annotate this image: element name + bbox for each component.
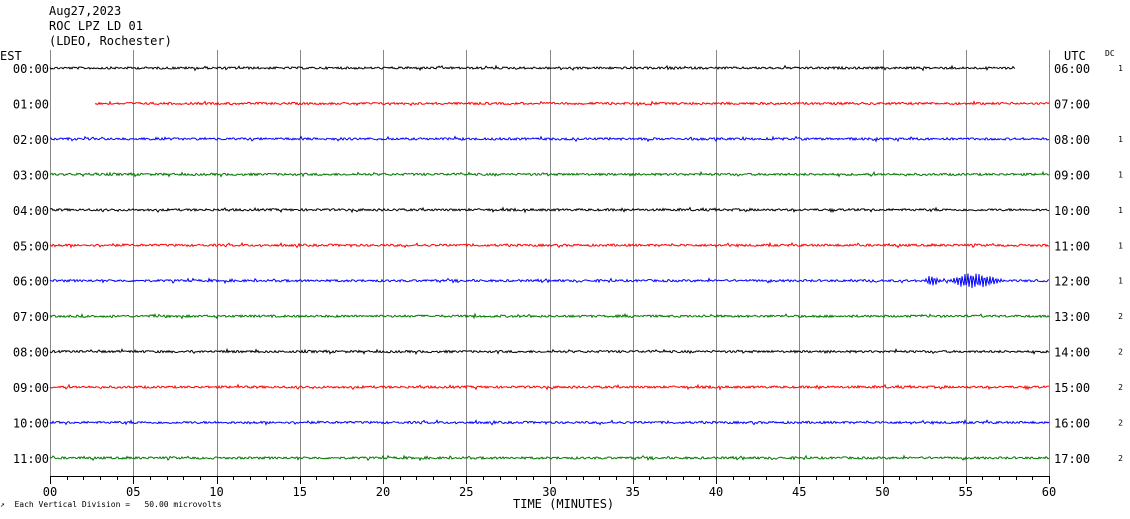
row-label-est: 11:00 [13,452,49,466]
row-label-est: 07:00 [13,310,49,324]
x-tick-label: 00 [43,485,57,499]
row-label-utc: 17:00 [1054,452,1090,466]
trace-row [49,135,1050,143]
row-label-est: 10:00 [13,417,49,431]
row-label-dc: 2 [1118,454,1123,463]
dc-column-label: DC [1105,49,1115,58]
trace-row [49,418,1050,426]
row-label-utc: 09:00 [1054,168,1090,182]
row-label-est: 09:00 [13,381,49,395]
row-label-dc: 1 [1118,170,1123,179]
row-label-est: 01:00 [13,97,49,111]
timezone-left-label: EST [0,49,22,63]
row-label-utc: 14:00 [1054,346,1090,360]
row-label-utc: 13:00 [1054,310,1090,324]
row-label-dc: 2 [1118,312,1123,321]
row-label-dc: 2 [1118,419,1123,428]
x-tick-label: 30 [542,485,556,499]
x-tick-label: 35 [626,485,640,499]
x-tick-label: 25 [459,485,473,499]
row-label-est: 04:00 [13,204,49,218]
trace-row [49,206,1050,214]
trace-row [49,273,1050,289]
header-network: (LDEO, Rochester) [49,34,172,48]
chart-traces [49,64,1050,462]
row-label-utc: 11:00 [1054,239,1090,253]
x-axis-label: TIME (MINUTES) [513,497,615,511]
row-label-est: 03:00 [13,168,49,182]
x-tick-label: 05 [126,485,140,499]
row-label-utc: 10:00 [1054,204,1090,218]
row-label-utc: 07:00 [1054,97,1090,111]
row-label-utc: 12:00 [1054,275,1090,289]
row-label-dc: 1 [1118,64,1123,73]
x-tick-label: 20 [376,485,390,499]
row-label-est: 02:00 [13,133,49,147]
x-tick-label: 45 [792,485,806,499]
chart-grid [50,50,1050,476]
x-tick-label: 15 [293,485,307,499]
row-label-dc: 2 [1118,348,1123,357]
scale-footer: ↗ Each Vertical Division = 50.00 microvo… [0,500,222,509]
row-label-dc: 1 [1118,206,1123,215]
row-label-utc: 08:00 [1054,133,1090,147]
x-tick-label: 50 [875,485,889,499]
trace-row [49,454,1050,462]
trace-row [94,100,1050,107]
x-tick-label: 10 [209,485,223,499]
x-tick-label: 40 [709,485,723,499]
trace-row [49,64,1016,72]
row-label-dc: 1 [1118,241,1123,250]
row-label-utc: 15:00 [1054,381,1090,395]
trace-row [49,241,1050,249]
x-tick-label: 55 [959,485,973,499]
row-label-dc: 1 [1118,277,1123,286]
trace-row [49,312,1050,320]
row-label-est: 05:00 [13,239,49,253]
chart-row-labels: 00:00 06:00 1 01:00 07:00 02:00 08:00 1 03:00 09:… [13,62,1123,466]
x-axis: 00 05 10 15 20 25 30 35 40 45 50 55 60 [43,476,1056,499]
trace-row [49,170,1050,178]
row-label-est: 08:00 [13,346,49,360]
row-label-utc: 06:00 [1054,62,1090,76]
trace-row [49,347,1050,355]
row-label-dc: 2 [1118,383,1123,392]
trace-row [49,383,1050,391]
x-tick-label: 60 [1042,485,1056,499]
row-label-dc: 1 [1118,135,1123,144]
row-label-est: 00:00 [13,62,49,76]
header-station: ROC LPZ LD 01 [49,19,143,33]
header-date: Aug27,2023 [49,4,122,18]
row-label-est: 06:00 [13,275,49,289]
timezone-right-label: UTC [1064,49,1086,63]
row-label-utc: 16:00 [1054,417,1090,431]
